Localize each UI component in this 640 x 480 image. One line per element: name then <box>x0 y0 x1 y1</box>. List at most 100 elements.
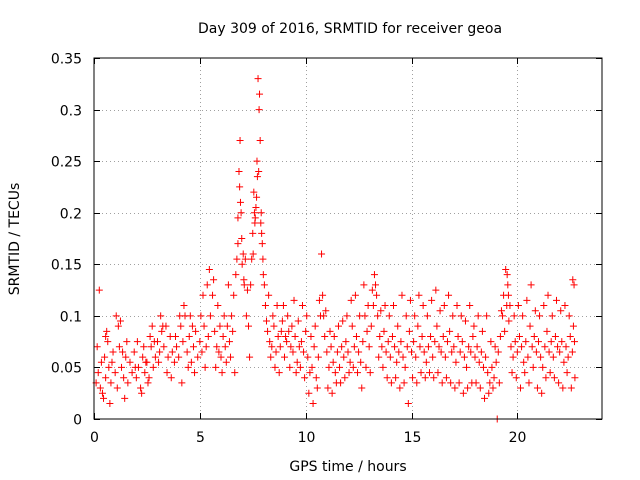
data-point <box>455 379 463 387</box>
data-point <box>366 369 374 377</box>
data-point <box>146 332 154 340</box>
data-point <box>273 302 281 310</box>
data-point <box>508 369 516 377</box>
data-point <box>565 312 573 320</box>
data-point <box>306 369 314 377</box>
data-point <box>504 281 512 289</box>
data-point <box>342 338 350 346</box>
data-point <box>259 255 267 263</box>
data-point <box>436 307 444 315</box>
data-point <box>521 369 529 377</box>
data-point <box>142 358 150 366</box>
data-point <box>520 358 528 366</box>
data-point <box>404 400 412 408</box>
data-point <box>281 353 288 361</box>
data-point <box>419 302 427 310</box>
data-point <box>564 353 572 361</box>
data-point <box>254 75 262 83</box>
data-point <box>541 343 549 351</box>
data-point <box>519 312 527 320</box>
data-point <box>355 348 363 356</box>
data-point <box>531 307 539 315</box>
data-point <box>222 358 230 366</box>
data-point <box>250 188 258 196</box>
data-point <box>547 338 555 346</box>
y-tick-label: 0 <box>73 413 82 429</box>
data-point <box>378 343 386 351</box>
data-point <box>216 322 224 330</box>
data-point <box>160 343 168 351</box>
data-point <box>257 209 265 217</box>
data-point <box>120 374 128 382</box>
data-point <box>337 379 345 387</box>
data-point <box>313 384 321 392</box>
data-point <box>179 338 187 346</box>
y-tick-label: 0.1 <box>60 310 82 326</box>
data-point <box>113 384 121 392</box>
data-point <box>315 296 323 304</box>
data-point <box>443 338 451 346</box>
data-point <box>297 338 305 346</box>
data-point <box>302 327 310 335</box>
data-point <box>416 343 424 351</box>
data-point <box>328 389 336 397</box>
data-point <box>438 379 446 387</box>
data-point <box>95 286 103 294</box>
data-point <box>238 235 246 242</box>
data-point <box>223 322 231 330</box>
data-point <box>326 327 334 335</box>
data-point <box>301 374 309 382</box>
data-point <box>236 183 244 191</box>
data-point <box>481 394 489 402</box>
data-point <box>240 276 248 284</box>
data-point <box>199 291 207 299</box>
data-point <box>505 317 513 325</box>
data-point <box>198 348 206 356</box>
data-point <box>532 348 540 356</box>
data-point <box>249 229 257 237</box>
data-point <box>242 312 250 320</box>
data-point <box>343 312 351 320</box>
data-point <box>227 353 235 361</box>
data-point <box>538 389 546 397</box>
data-point <box>282 332 290 340</box>
data-point <box>359 338 367 346</box>
data-point <box>430 374 438 382</box>
data-point <box>566 332 574 340</box>
data-point <box>374 312 382 320</box>
data-point <box>259 271 267 279</box>
data-point <box>495 379 503 387</box>
data-point <box>440 302 448 310</box>
data-point <box>464 384 472 392</box>
data-point <box>139 353 147 361</box>
data-point <box>157 312 165 320</box>
data-point <box>305 389 313 397</box>
x-tick-label: 10 <box>298 430 316 446</box>
data-point <box>338 343 346 351</box>
data-point <box>183 348 191 356</box>
data-point <box>351 291 359 299</box>
y-tick-label: 0.05 <box>51 361 82 377</box>
data-point <box>325 363 333 371</box>
data-point <box>275 369 283 377</box>
data-point <box>140 343 148 351</box>
data-point <box>330 332 338 340</box>
data-point <box>260 281 268 289</box>
data-point <box>224 281 232 289</box>
data-point <box>155 358 163 366</box>
data-point <box>294 317 302 325</box>
data-point <box>185 332 193 340</box>
data-point <box>309 400 317 408</box>
data-point <box>380 327 388 335</box>
data-point <box>263 317 271 325</box>
data-point <box>258 229 266 237</box>
data-point <box>381 302 389 310</box>
data-point <box>507 343 515 351</box>
data-point <box>191 369 199 377</box>
data-point <box>412 353 420 361</box>
y-tick-label: 0.3 <box>60 104 82 120</box>
data-point <box>200 322 208 330</box>
data-point <box>346 358 354 366</box>
data-point <box>287 343 295 351</box>
